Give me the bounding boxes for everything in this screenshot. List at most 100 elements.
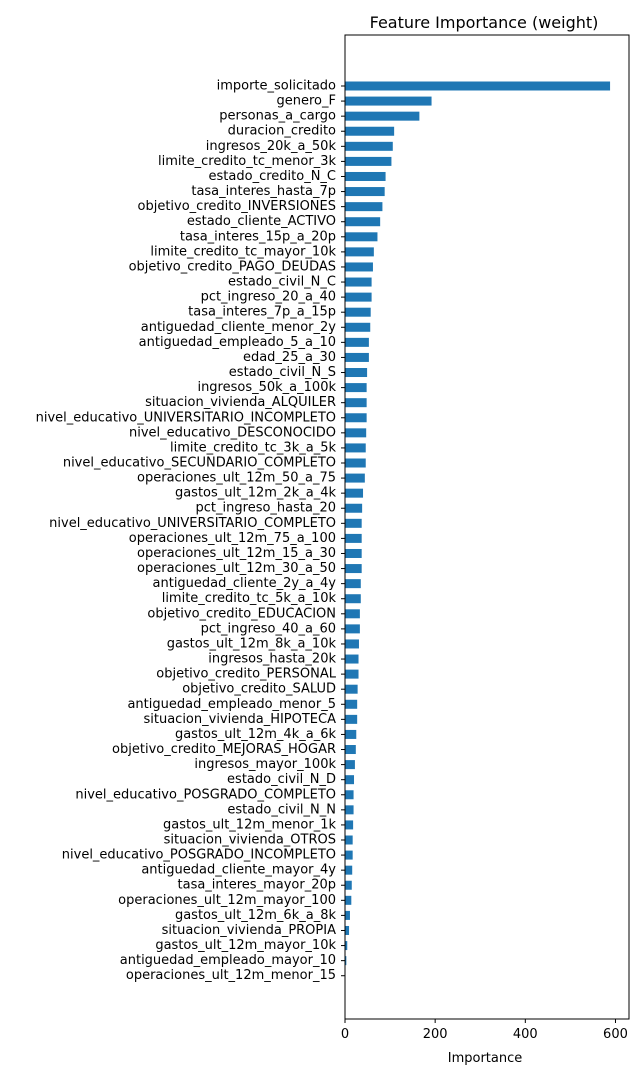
y-tick-label: antiguedad_empleado_mayor_10 (120, 953, 336, 968)
bar-limite_credito_tc_menor_3k (345, 156, 392, 166)
bar-ingresos_mayor_100k (345, 760, 355, 770)
y-tick-label: pct_ingreso_40_a_60 (201, 621, 336, 636)
y-tick-label: ingresos_mayor_100k (194, 757, 336, 772)
bar-antiguedad_empleado_menor_5 (345, 699, 358, 709)
y-tick-label: nivel_educativo_DESCONOCIDO (129, 425, 336, 440)
y-tick-label: operaciones_ult_12m_30_a_50 (137, 561, 336, 576)
x-axis-label: Importance (448, 1051, 523, 1066)
bar-antiguedad_cliente_mayor_4y (345, 865, 353, 875)
y-tick-label: objetivo_credito_SALUD (182, 682, 336, 697)
y-tick-label: gastos_ult_12m_2k_a_4k (175, 486, 337, 501)
bar-estado_cliente_ACTIVO (345, 217, 381, 227)
bar-nivel_educativo_POSGRADO_INCOMPLETO (345, 850, 353, 860)
bar-gastos_ult_12m_mayor_10k (345, 941, 348, 951)
chart-title: Feature Importance (weight) (370, 13, 599, 32)
y-tick-label: antiguedad_cliente_mayor_4y (141, 863, 336, 878)
bar-edad_25_a_30 (345, 352, 369, 362)
bar-nivel_educativo_UNIVERSITARIO_INCOMPLETO (345, 413, 367, 423)
bar-objetivo_credito_EDUCACION (345, 609, 360, 619)
y-tick-label: estado_cliente_ACTIVO (187, 214, 336, 229)
bar-estado_civil_N_S (345, 368, 368, 378)
y-tick-label: estado_credito_N_C (209, 169, 336, 184)
bar-tasa_interes_hasta_7p (345, 187, 385, 197)
bar-estado_civil_N_C (345, 277, 372, 287)
y-tick-label: estado_civil_N_N (227, 802, 336, 817)
bar-nivel_educativo_POSGRADO_COMPLETO (345, 790, 354, 800)
y-tick-label: ingresos_20k_a_50k (206, 139, 337, 154)
y-tick-label: edad_25_a_30 (243, 350, 336, 365)
y-tick-label: operaciones_ult_12m_mayor_100 (118, 893, 336, 908)
y-tick-label: situacion_vivienda_PROPIA (162, 923, 336, 938)
y-tick-label: operaciones_ult_12m_15_a_30 (137, 546, 336, 561)
bar-ingresos_20k_a_50k (345, 141, 393, 151)
bar-gastos_ult_12m_2k_a_4k (345, 488, 364, 498)
bar-nivel_educativo_SECUNDARIO_COMPLETO (345, 458, 366, 468)
bar-situacion_vivienda_HIPOTECA (345, 714, 358, 724)
bar-gastos_ult_12m_4k_a_6k (345, 729, 357, 739)
y-tick-label: pct_ingreso_hasta_20 (196, 501, 336, 516)
bar-limite_credito_tc_5k_a_10k (345, 594, 361, 604)
y-tick-label: gastos_ult_12m_6k_a_8k (175, 908, 337, 923)
y-tick-label: operaciones_ult_12m_50_a_75 (137, 471, 336, 486)
bar-tasa_interes_7p_a_15p (345, 307, 371, 317)
y-tick-label: antiguedad_empleado_menor_5 (127, 697, 336, 712)
y-tick-label: limite_credito_tc_menor_3k (158, 154, 336, 169)
y-tick-label: operaciones_ult_12m_75_a_100 (129, 531, 336, 546)
x-tick-label: 600 (603, 1027, 628, 1042)
bar-operaciones_ult_12m_15_a_30 (345, 548, 362, 558)
y-tick-label: gastos_ult_12m_mayor_10k (155, 938, 336, 953)
bar-estado_civil_N_D (345, 775, 355, 785)
y-tick-label: personas_a_cargo (219, 109, 336, 124)
y-tick-label: objetivo_credito_MEJORAS_HOGAR (112, 742, 336, 757)
y-tick-label: nivel_educativo_UNIVERSITARIO_COMPLETO (49, 516, 336, 531)
y-tick-label: pct_ingreso_20_a_40 (201, 290, 336, 305)
y-tick-label: gastos_ult_12m_4k_a_6k (175, 727, 337, 742)
y-tick-label: ingresos_hasta_20k (208, 652, 336, 667)
bar-pct_ingreso_40_a_60 (345, 624, 360, 634)
y-tick-label: nivel_educativo_UNIVERSITARIO_INCOMPLETO (36, 410, 336, 425)
bar-nivel_educativo_DESCONOCIDO (345, 428, 367, 438)
bar-operaciones_ult_12m_50_a_75 (345, 473, 365, 483)
y-tick-label: estado_civil_N_C (228, 275, 336, 290)
y-tick-label: nivel_educativo_POSGRADO_COMPLETO (75, 787, 336, 802)
y-tick-label: ingresos_50k_a_100k (197, 380, 336, 395)
bar-pct_ingreso_20_a_40 (345, 292, 372, 302)
bar-operaciones_ult_12m_75_a_100 (345, 533, 362, 543)
bar-situacion_vivienda_PROPIA (345, 925, 350, 935)
y-tick-label: antiguedad_empleado_5_a_10 (139, 335, 336, 350)
bar-ingresos_hasta_20k (345, 654, 359, 664)
y-tick-label: duracion_credito (228, 124, 336, 139)
y-tick-label: situacion_vivienda_ALQUILER (145, 395, 336, 410)
bar-objetivo_credito_SALUD (345, 684, 358, 694)
bar-estado_civil_N_N (345, 805, 354, 815)
y-tick-label: gastos_ult_12m_menor_1k (163, 817, 336, 832)
y-tick-label: nivel_educativo_SECUNDARIO_COMPLETO (63, 456, 336, 471)
y-tick-label: limite_credito_tc_5k_a_10k (162, 591, 337, 606)
y-tick-label: situacion_vivienda_HIPOTECA (143, 712, 336, 727)
bar-tasa_interes_15p_a_20p (345, 232, 378, 242)
y-tick-label: limite_credito_tc_mayor_10k (150, 244, 336, 259)
y-tick-label: tasa_interes_mayor_20p (178, 878, 337, 893)
bar-gastos_ult_12m_menor_1k (345, 820, 354, 830)
y-tick-label: tasa_interes_7p_a_15p (188, 305, 336, 320)
bar-limite_credito_tc_mayor_10k (345, 247, 374, 257)
y-tick-label: tasa_interes_15p_a_20p (180, 229, 336, 244)
y-tick-label: tasa_interes_hasta_7p (191, 184, 336, 199)
bar-pct_ingreso_hasta_20 (345, 503, 363, 513)
bar-ingresos_50k_a_100k (345, 383, 367, 393)
bar-objetivo_credito_PERSONAL (345, 669, 359, 679)
y-tick-labels: importe_solicitadogenero_Fpersonas_a_car… (36, 79, 345, 983)
y-tick-label: objetivo_credito_EDUCACION (147, 606, 336, 621)
bar-tasa_interes_mayor_20p (345, 880, 352, 890)
y-tick-label: objetivo_credito_INVERSIONES (138, 199, 337, 214)
y-tick-label: estado_civil_N_D (227, 772, 336, 787)
y-tick-label: gastos_ult_12m_8k_a_10k (167, 636, 337, 651)
y-tick-label: genero_F (277, 94, 336, 109)
bar-operaciones_ult_12m_mayor_100 (345, 895, 352, 905)
y-tick-label: nivel_educativo_POSGRADO_INCOMPLETO (62, 848, 336, 863)
bar-antiguedad_empleado_5_a_10 (345, 337, 369, 347)
bar-importe_solicitado (345, 81, 611, 91)
bar-antiguedad_cliente_menor_2y (345, 322, 371, 332)
